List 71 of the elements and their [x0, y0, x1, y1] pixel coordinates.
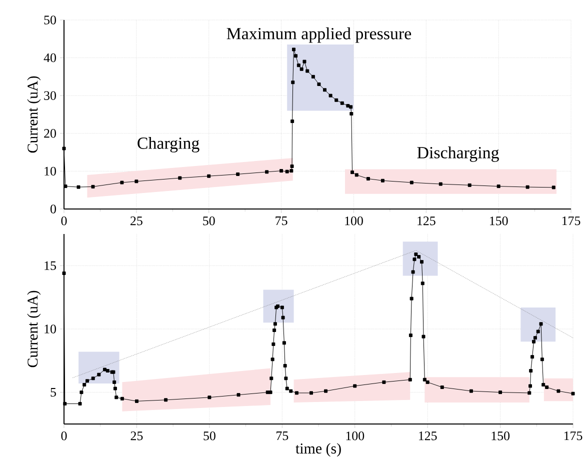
- x-tick-label: 0: [61, 216, 67, 226]
- point: [346, 104, 350, 108]
- point: [178, 176, 182, 180]
- x-tick-label: 0: [61, 432, 67, 440]
- point: [340, 101, 344, 105]
- point: [380, 178, 384, 182]
- point: [526, 185, 530, 189]
- y-tick-label: 0: [50, 204, 56, 214]
- point: [311, 74, 315, 78]
- y-tick-label: 10: [44, 166, 56, 176]
- point: [552, 186, 556, 190]
- point: [328, 94, 332, 98]
- x-axis-title: time (s): [296, 443, 341, 457]
- y-axis-title: Current (uA): [27, 290, 41, 368]
- y-tick-label: 5: [50, 388, 56, 397]
- point: [134, 180, 138, 184]
- point: [438, 182, 442, 186]
- annotation: Charging: [138, 137, 200, 152]
- x-tick-label: 150: [490, 216, 508, 226]
- x-tick-label: 100: [345, 216, 363, 226]
- point: [350, 112, 354, 116]
- point: [280, 169, 284, 173]
- x-tick-label: 50: [204, 432, 216, 440]
- y-tick-label: 20: [44, 129, 56, 138]
- point: [496, 184, 500, 188]
- point: [285, 170, 289, 174]
- point: [294, 54, 298, 58]
- y-tick-label: 10: [44, 324, 56, 334]
- y-axis-title: Current (uA): [27, 76, 41, 153]
- x-tick-label: 25: [130, 216, 142, 226]
- point: [349, 105, 353, 109]
- y-tick-label: 50: [44, 16, 56, 24]
- point: [207, 174, 211, 178]
- point: [366, 177, 370, 180]
- x-tick-label: 25: [130, 432, 143, 440]
- point: [354, 173, 358, 177]
- point: [323, 88, 326, 92]
- y-tick-label: 30: [44, 91, 56, 100]
- point: [317, 82, 321, 86]
- annotation: Maximum applied pressure: [226, 27, 412, 43]
- point: [236, 172, 240, 176]
- point: [91, 184, 95, 188]
- point: [76, 185, 80, 189]
- point: [410, 180, 414, 184]
- x-tick-label: 125: [418, 216, 436, 226]
- x-tick-label: 175: [562, 216, 580, 226]
- point: [290, 120, 294, 124]
- point: [302, 60, 306, 64]
- y-tick-label: 15: [44, 261, 56, 270]
- x-tick-label: 50: [203, 216, 215, 226]
- x-tick-label: 150: [492, 432, 510, 440]
- x-tick-label: 125: [419, 432, 437, 440]
- point: [290, 164, 294, 168]
- point: [62, 146, 66, 150]
- point: [292, 48, 296, 52]
- y-tick-label: 40: [44, 53, 56, 62]
- point: [265, 170, 269, 174]
- point: [290, 169, 294, 173]
- point: [306, 69, 310, 73]
- point: [468, 183, 472, 187]
- point: [350, 170, 354, 174]
- point: [334, 98, 338, 102]
- x-tick-label: 75: [276, 216, 288, 226]
- point: [296, 64, 300, 68]
- point: [300, 67, 304, 71]
- point: [291, 80, 295, 84]
- x-tick-label: 75: [276, 432, 288, 440]
- x-tick-label: 175: [564, 432, 582, 440]
- annotation: Discharging: [417, 146, 499, 162]
- x-tick-label: 100: [346, 432, 364, 440]
- point: [120, 180, 124, 184]
